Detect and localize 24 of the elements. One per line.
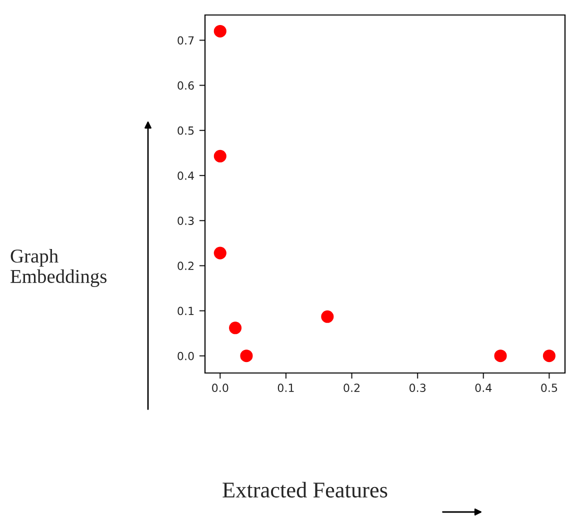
- y-tick-label: 0.4: [178, 171, 194, 180]
- point: [542, 350, 556, 362]
- x-tick-label: 0.4: [475, 384, 492, 392]
- y-tick-label: 0.6: [178, 81, 194, 90]
- x-tick-label: 0.2: [344, 384, 360, 392]
- point: [321, 310, 334, 323]
- point: [229, 322, 242, 334]
- x-tick-label: 0.0: [212, 384, 228, 392]
- x-tick-label: 0.3: [409, 384, 426, 392]
- y-tick-label: 0.7: [178, 36, 194, 45]
- y-tick-label: 0.1: [178, 306, 194, 316]
- point: [214, 246, 226, 260]
- y-tick-label: 0.5: [178, 126, 194, 135]
- point: [240, 350, 253, 362]
- y-axis-title: Graph Embeddings: [10, 248, 107, 288]
- y-tick-label: 0.0: [178, 352, 194, 360]
- x-tick-label: 0.1: [278, 384, 294, 392]
- point: [214, 150, 226, 162]
- x-tick-label: 0.5: [541, 384, 558, 392]
- y-tick-label: 0.3: [178, 216, 194, 225]
- y-tick-label: 0.2: [178, 262, 194, 270]
- x-axis-title: Extracted Features: [222, 482, 388, 498]
- point: [494, 350, 507, 362]
- point: [214, 24, 226, 38]
